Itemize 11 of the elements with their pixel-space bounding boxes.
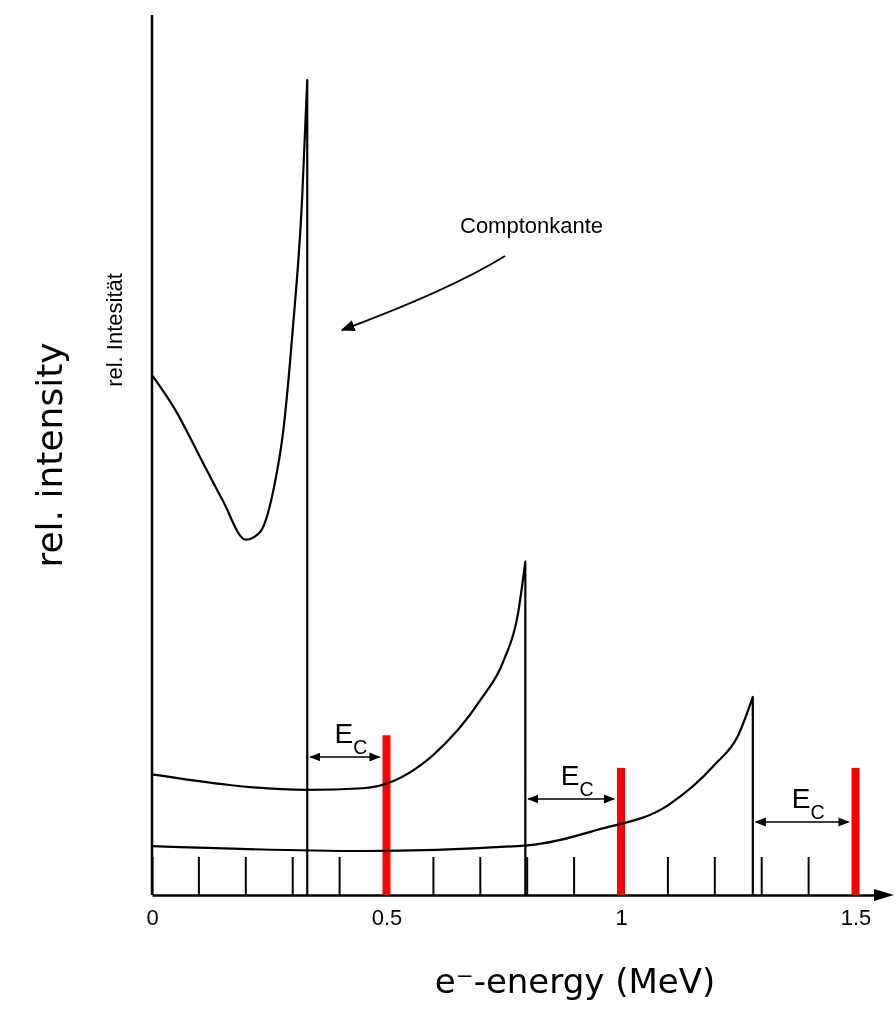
- annotation: E$_{C}$: [334, 718, 368, 758]
- text: rel. Intesität: [102, 273, 127, 387]
- annotation: E$_{C}$: [791, 783, 825, 823]
- annotation: E$_{C}$: [560, 760, 594, 800]
- x-tick-label: 1: [615, 904, 628, 930]
- x-tick-label: 1.5: [840, 904, 872, 930]
- x-axis-title: e⁻-energy (MeV): [434, 961, 716, 1001]
- y-axis-title: rel. intensity: [29, 342, 70, 568]
- annotation: Comptonkante: [460, 213, 604, 238]
- x-tick-label: 0.5: [371, 904, 403, 930]
- x-tick-label: 0: [146, 904, 159, 930]
